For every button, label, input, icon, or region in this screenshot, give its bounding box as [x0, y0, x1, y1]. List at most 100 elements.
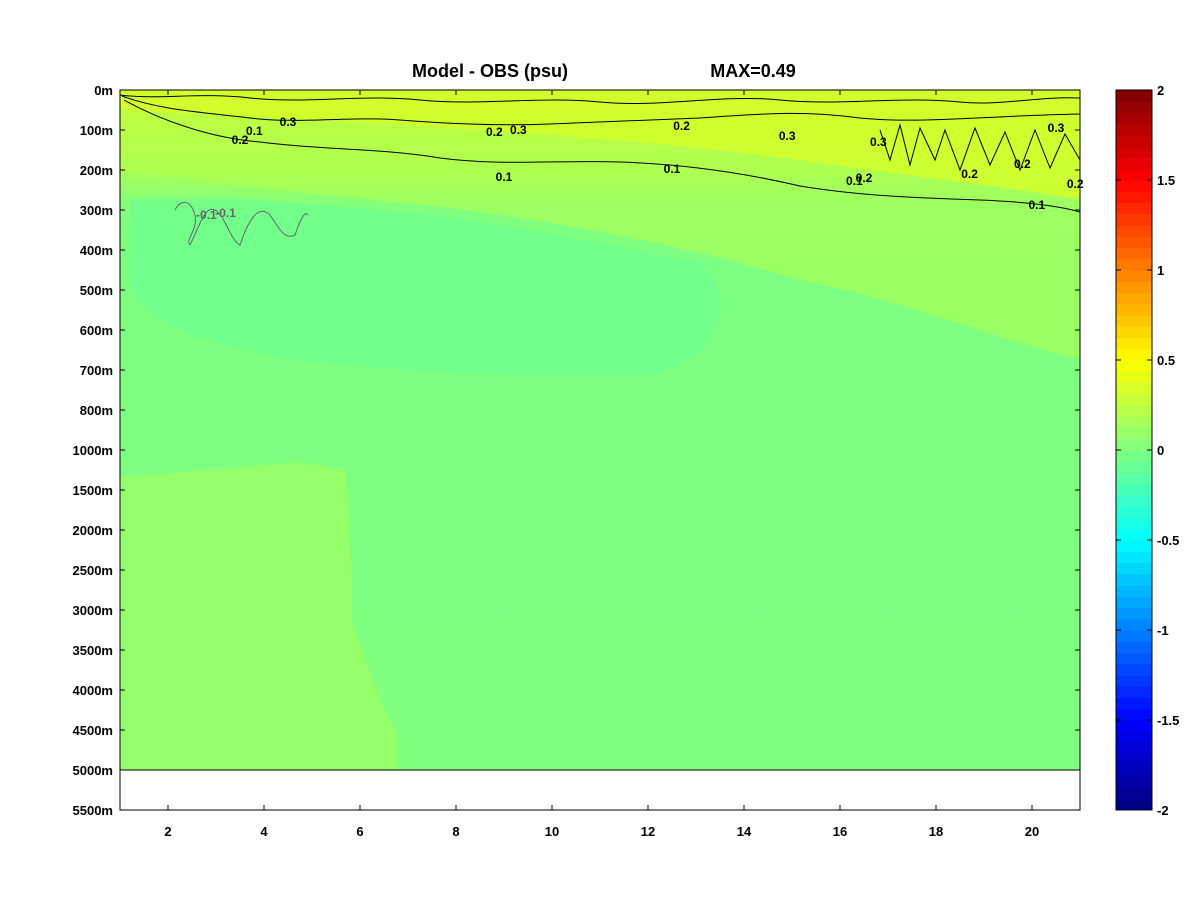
chart-subtitle: MAX=0.49 [710, 61, 796, 81]
colorbar-band [1116, 753, 1152, 766]
colorbar-band [1116, 303, 1152, 316]
colorbar-tick-label: -1 [1157, 623, 1169, 638]
colorbar-tick-label: -1.5 [1157, 713, 1179, 728]
colorbar-band [1116, 697, 1152, 710]
contour-label: 0.2 [1067, 177, 1084, 191]
contour-label: 0.2 [856, 171, 873, 185]
x-tick-label: 4 [260, 824, 268, 839]
y-tick-label: 3500m [73, 643, 113, 658]
field-surface-band [120, 90, 1080, 200]
x-tick-label: 6 [356, 824, 363, 839]
contour-label: 0.1 [846, 174, 863, 188]
colorbar-band [1116, 742, 1152, 755]
field-negative-region [130, 198, 721, 377]
contour-lines [120, 94, 1080, 246]
y-tick-label: 4500m [73, 723, 113, 738]
colorbar-band [1116, 326, 1152, 338]
y-tick-label: 2000m [73, 523, 113, 538]
colorbar-band [1116, 315, 1152, 327]
salinity-field [120, 90, 1080, 770]
y-tick-label: 300m [80, 203, 113, 218]
colorbar-band [1116, 146, 1152, 158]
colorbar-band [1116, 573, 1152, 586]
contour-0-3 [120, 94, 1080, 104]
colorbar-band [1116, 787, 1152, 800]
colorbar-bands [1116, 90, 1152, 811]
colorbar-band [1116, 596, 1152, 608]
colorbar-band [1116, 112, 1152, 125]
colorbar-band [1116, 360, 1152, 372]
y-tick-label: 200m [80, 163, 113, 178]
contour-label: 0.3 [870, 135, 887, 149]
colorbar-band [1116, 292, 1152, 305]
y-tick-label: 700m [80, 363, 113, 378]
colorbar-tick-label: -0.5 [1157, 533, 1179, 548]
x-tick-label: 16 [833, 824, 847, 839]
colorbar-band [1116, 540, 1152, 552]
contour-label: 0.2 [232, 133, 249, 147]
colorbar-band [1116, 776, 1152, 788]
contour-label: 0.2 [961, 167, 978, 181]
colorbar-band [1116, 90, 1152, 102]
colorbar-band [1116, 461, 1152, 473]
x-tick-label: 14 [737, 824, 752, 839]
y-axis: 0m 100m 200m 300m 400m 500m 600m 700m 800m 1000m 1… [73, 83, 1080, 818]
colorbar-band [1116, 168, 1152, 181]
colorbar-band [1116, 337, 1152, 350]
colorbar-band [1116, 720, 1152, 732]
colorbar-tick-label: 2 [1157, 83, 1164, 98]
colorbar-band [1116, 663, 1152, 676]
contour-label-group: 0.30.3 0.3 0.30.30.20.2 0.20.2 0.20.20.20.10… [196, 115, 1084, 222]
colorbar-band [1116, 731, 1152, 743]
y-tick-label: 3000m [73, 603, 113, 618]
colorbar-band [1116, 247, 1152, 260]
colorbar-band [1116, 708, 1152, 721]
y-tick-label: 500m [80, 283, 113, 298]
x-tick-label: 10 [545, 824, 559, 839]
colorbar-tick-label: 0.5 [1157, 353, 1175, 368]
contour-minus-0-1 [174, 201, 309, 246]
field-deep-positive [120, 462, 398, 770]
y-tick-label: 4000m [73, 683, 113, 698]
colorbar-band [1116, 517, 1152, 530]
colorbar-band [1116, 405, 1152, 417]
x-tick-label: 12 [641, 824, 655, 839]
contour-label: 0.2 [486, 125, 503, 139]
colorbar-band [1116, 157, 1152, 170]
y-tick-label: 2500m [73, 563, 113, 578]
colorbar-band [1116, 630, 1152, 642]
colorbar-band [1116, 225, 1152, 237]
contour-label: 0.2 [1014, 157, 1031, 171]
y-tick-label: 5000m [73, 763, 113, 778]
colorbar-band [1116, 213, 1152, 226]
contour-label: 0.2 [673, 119, 690, 133]
colorbar-band [1116, 123, 1152, 136]
colorbar-band [1116, 135, 1152, 147]
colorbar-band [1116, 585, 1152, 597]
y-tick-label: 5500m [73, 803, 113, 818]
x-tick-label: 20 [1025, 824, 1039, 839]
colorbar-band [1116, 427, 1152, 440]
colorbar-band [1116, 382, 1152, 395]
colorbar-band [1116, 607, 1152, 620]
colorbar-band [1116, 495, 1152, 507]
x-tick-label: 8 [452, 824, 459, 839]
colorbar-band [1116, 551, 1152, 563]
colorbar-band [1116, 258, 1152, 271]
y-tick-label: 1500m [73, 483, 113, 498]
colorbar-band [1116, 371, 1152, 383]
x-tick-label: 18 [929, 824, 943, 839]
contour-label: -0.1 [196, 208, 217, 222]
colorbar-band [1116, 281, 1152, 293]
contour-label: 0.3 [779, 129, 796, 143]
colorbar-tick-label: -2 [1157, 803, 1169, 818]
colorbar-band [1116, 686, 1152, 698]
contour-0-2 [121, 95, 1080, 126]
contour-label: 0.3 [1048, 121, 1065, 135]
colorbar-band [1116, 348, 1152, 361]
y-tick-label: 400m [80, 243, 113, 258]
contour-0-1 [123, 99, 1080, 213]
colorbar-band [1116, 765, 1152, 777]
colorbar-band [1116, 191, 1152, 203]
